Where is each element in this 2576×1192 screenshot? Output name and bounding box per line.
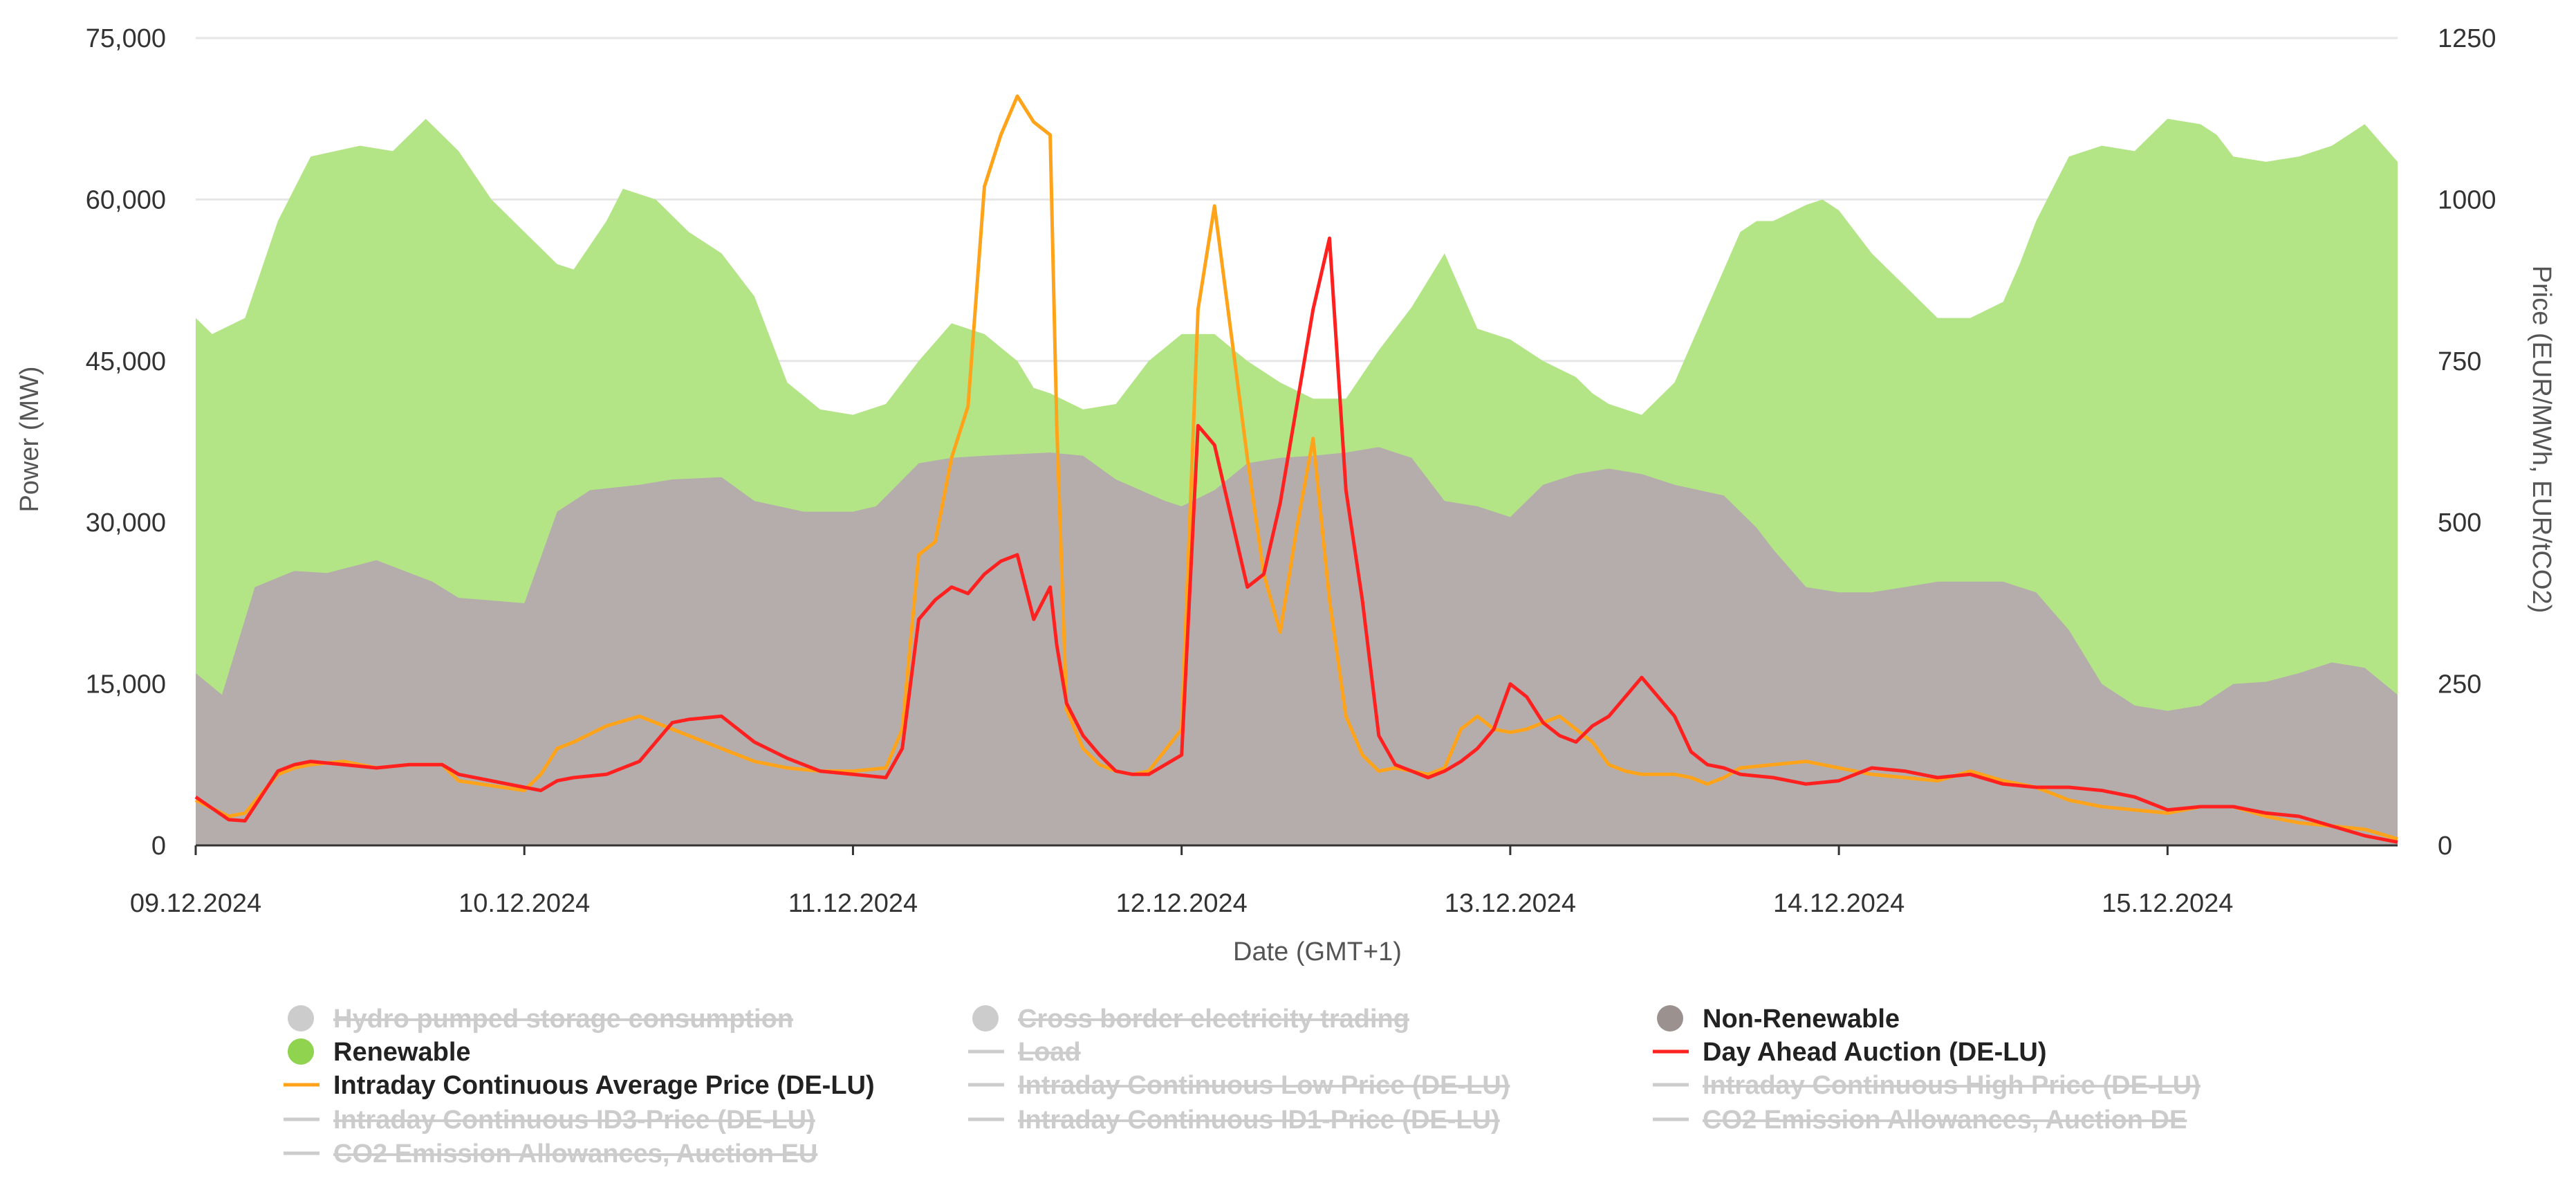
day-ahead-auction-de-lu-line (194, 236, 2398, 844)
y-right-tick-label: 1000 (2438, 185, 2496, 214)
legend-item-hydro-pumped-storage-consumption[interactable]: Hydro pumped storage consumption (288, 1005, 793, 1034)
x-tick-label: 12.12.2024 (1116, 889, 1248, 918)
x-axis-title: Date (GMT+1) (1233, 937, 1402, 966)
y-left-tick-label: 30,000 (86, 508, 166, 538)
y-right-tick-label: 750 (2438, 347, 2481, 376)
y-left-tick-label: 75,000 (86, 24, 166, 53)
legend-label: Cross border electricity trading (1018, 1005, 1409, 1034)
legend-item-intraday-continuous-low-price-de-lu[interactable]: Intraday Continuous Low Price (DE-LU) (968, 1071, 1510, 1100)
y-left-tick-label: 0 (151, 832, 166, 861)
y-left-tick-label: 45,000 (86, 347, 166, 376)
legend-item-intraday-continuous-average-price-de-lu[interactable]: Intraday Continuous Average Price (DE-LU… (284, 1071, 875, 1100)
legend-item-day-ahead-auction-de-lu[interactable]: Day Ahead Auction (DE-LU) (1653, 1038, 2047, 1067)
legend-item-renewable[interactable]: Renewable (288, 1038, 471, 1067)
legend-label: Renewable (333, 1038, 471, 1067)
legend-item-load[interactable]: Load (968, 1038, 1081, 1067)
y-right-tick-label: 1250 (2438, 24, 2496, 53)
line-series (194, 94, 2398, 844)
legend-label: Intraday Continuous Average Price (DE-LU… (333, 1071, 875, 1100)
legend-item-non-renewable[interactable]: Non-Renewable (1657, 1005, 1900, 1034)
legend-item-cross-border-electricity-trading[interactable]: Cross border electricity trading (972, 1005, 1409, 1034)
legend-dot-icon (972, 1005, 999, 1031)
x-tick-label: 13.12.2024 (1445, 889, 1576, 918)
legend-item-co2-emission-allowances-auction-eu[interactable]: CO2 Emission Allowances, Auction EU (284, 1139, 817, 1168)
legend-label: CO2 Emission Allowances, Auction EU (333, 1139, 817, 1168)
x-tick-label: 14.12.2024 (1773, 889, 1905, 918)
legend-item-intraday-continuous-id3-price-de-lu[interactable]: Intraday Continuous ID3-Price (DE-LU) (284, 1106, 815, 1135)
intraday-continuous-average-price-de-lu-line (194, 94, 2398, 841)
legend-label: Load (1018, 1038, 1081, 1067)
area-series (196, 118, 2398, 846)
legend-label: Intraday Continuous ID1-Price (DE-LU) (1018, 1106, 1500, 1135)
x-tick-label: 15.12.2024 (2102, 889, 2233, 918)
legend-dot-icon (1657, 1005, 1683, 1031)
legend-label: Hydro pumped storage consumption (333, 1005, 793, 1034)
legend-item-intraday-continuous-high-price-de-lu[interactable]: Intraday Continuous High Price (DE-LU) (1653, 1071, 2200, 1100)
x-tick-label: 10.12.2024 (458, 889, 590, 918)
y-left-tick-label: 15,000 (86, 670, 166, 699)
legend-label: Intraday Continuous Low Price (DE-LU) (1018, 1071, 1510, 1100)
legend-label: Intraday Continuous High Price (DE-LU) (1703, 1071, 2200, 1100)
legend-dot-icon (288, 1005, 314, 1031)
non-renewable-area (196, 447, 2398, 845)
y-right-tick-label: 250 (2438, 670, 2481, 699)
y-axis-left-title: Power (MW) (15, 366, 44, 512)
legend-label: Day Ahead Auction (DE-LU) (1703, 1038, 2047, 1067)
legend-item-intraday-continuous-id1-price-de-lu[interactable]: Intraday Continuous ID1-Price (DE-LU) (968, 1106, 1500, 1135)
legend-label: Intraday Continuous ID3-Price (DE-LU) (333, 1106, 815, 1135)
legend: Hydro pumped storage consumption Cross bo… (284, 1005, 2200, 1168)
legend-item-co2-emission-allowances-auction-de[interactable]: CO2 Emission Allowances, Auction DE (1653, 1106, 2187, 1135)
legend-dot-icon (288, 1038, 314, 1065)
axes: 0 15,000 30,000 45,000 60,000 75,000 0 250 500 75… (86, 24, 2496, 918)
y-left-tick-label: 60,000 (86, 185, 166, 214)
y-right-tick-label: 0 (2438, 832, 2452, 861)
legend-label: Non-Renewable (1703, 1005, 1900, 1034)
x-tick-label: 11.12.2024 (788, 889, 918, 918)
y-axis-right-title: Price (EUR/MWh, EUR/tCO2) (2527, 266, 2556, 613)
y-right-tick-label: 500 (2438, 508, 2481, 538)
x-tick-label: 09.12.2024 (130, 889, 261, 918)
legend-label: CO2 Emission Allowances, Auction DE (1703, 1106, 2187, 1135)
